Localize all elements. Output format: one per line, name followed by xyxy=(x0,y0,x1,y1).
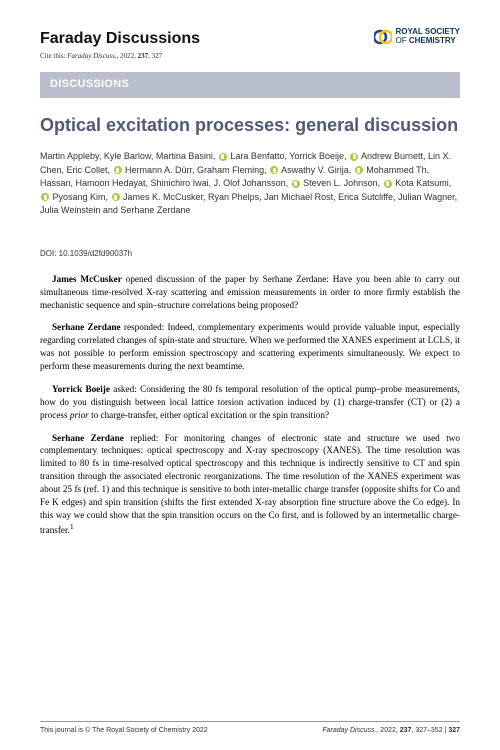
orcid-icon xyxy=(355,166,363,174)
page-header: Faraday Discussions Cite this: Faraday D… xyxy=(40,28,460,62)
cite-line: Cite this: Faraday Discuss., 2022, 237, … xyxy=(40,52,200,62)
discussion-body: James McCusker opened discussion of the … xyxy=(40,273,460,537)
discussion-paragraph: James McCusker opened discussion of the … xyxy=(40,273,460,312)
article-title: Optical excitation processes: general di… xyxy=(40,114,460,137)
orcid-icon xyxy=(219,153,227,161)
publisher-logo: ROYAL SOCIETY OF OF CHEMISTRYCHEMISTRY xyxy=(374,28,460,46)
journal-title: Faraday Discussions xyxy=(40,28,200,50)
orcid-icon xyxy=(270,166,278,174)
orcid-icon xyxy=(41,193,49,201)
publisher-of: OF xyxy=(396,36,409,45)
orcid-icon xyxy=(350,153,358,161)
publisher-text: ROYAL SOCIETY OF OF CHEMISTRYCHEMISTRY xyxy=(396,28,460,46)
footer-citation: Faraday Discuss., 2022, 237, 327–352 | 3… xyxy=(322,726,460,736)
section-label: DISCUSSIONS xyxy=(40,72,460,97)
doi: DOI: 10.1039/d2fd90037h xyxy=(40,248,460,259)
rsc-logo-icon xyxy=(374,28,392,46)
discussion-paragraph: Yorrick Boeije asked: Considering the 80… xyxy=(40,383,460,422)
discussion-paragraph: Serhane Zerdane responded: Indeed, compl… xyxy=(40,321,460,373)
discussion-paragraph: Serhane Zerdane replied: For monitoring … xyxy=(40,432,460,537)
orcid-icon xyxy=(384,180,392,188)
orcid-icon xyxy=(114,166,122,174)
journal-block: Faraday Discussions Cite this: Faraday D… xyxy=(40,28,200,62)
orcid-icon xyxy=(292,180,300,188)
authors-list: Martin Appleby, Kyle Barlow, Martina Bas… xyxy=(40,150,460,218)
copyright: This journal is © The Royal Society of C… xyxy=(40,726,208,736)
orcid-icon xyxy=(112,193,120,201)
page-footer: This journal is © The Royal Society of C… xyxy=(40,721,460,736)
